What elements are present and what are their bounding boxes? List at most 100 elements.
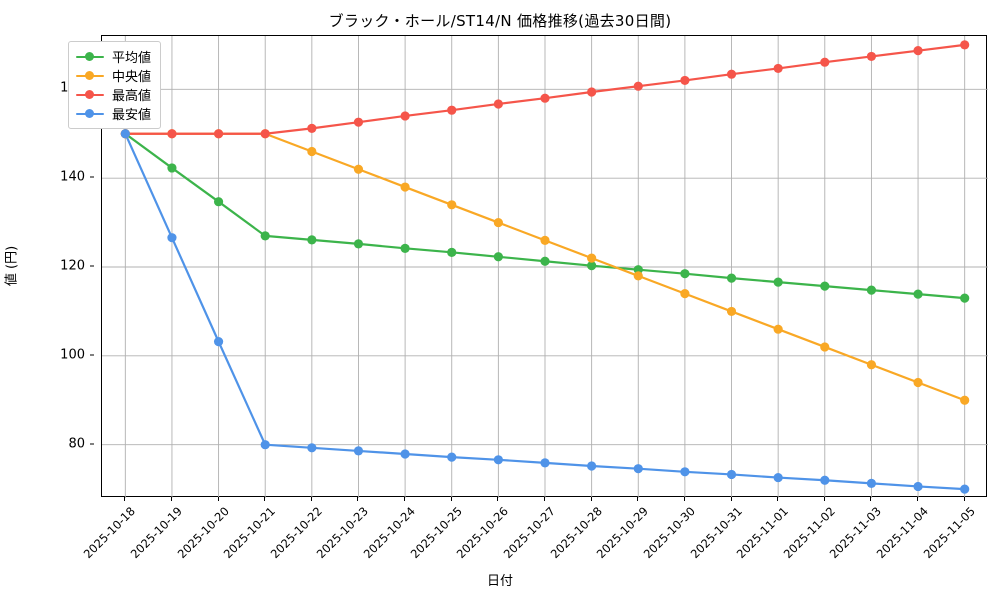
- y-tick-label: 120: [60, 258, 85, 274]
- data-point: [866, 478, 877, 488]
- x-tick-mark: [310, 497, 312, 501]
- data-point: [960, 395, 970, 405]
- data-point: [447, 200, 457, 210]
- data-point: [540, 93, 550, 103]
- data-point: [633, 271, 643, 281]
- data-point: [587, 461, 597, 471]
- data-point: [353, 117, 364, 127]
- x-tick-mark: [777, 497, 779, 501]
- plot-svg: [102, 36, 988, 498]
- data-point: [447, 247, 457, 257]
- data-point: [726, 273, 737, 283]
- legend-label: 最高値: [112, 89, 152, 104]
- data-point: [400, 449, 410, 459]
- data-point: [167, 129, 177, 139]
- x-tick-mark: [683, 497, 685, 501]
- data-point: [307, 443, 317, 453]
- data-point: [493, 252, 503, 262]
- data-point: [400, 111, 410, 121]
- data-point: [820, 475, 830, 485]
- data-point: [307, 235, 317, 245]
- x-tick-mark: [823, 497, 825, 501]
- y-tick-mark: [90, 443, 94, 445]
- data-point: [353, 164, 364, 174]
- data-point: [913, 289, 923, 299]
- data-point: [400, 182, 410, 192]
- legend-label: 中央値: [112, 70, 152, 85]
- x-tick-mark: [170, 497, 172, 501]
- y-tick-label: 100: [60, 347, 85, 363]
- data-point: [726, 306, 737, 317]
- legend-swatch-icon: [76, 107, 104, 121]
- legend-item[interactable]: 中央値: [76, 66, 151, 85]
- x-axis-ticks: 2025-10-18 2025-10-19 2025-10-20 2025-10-21…: [81, 497, 987, 567]
- data-point: [167, 233, 177, 243]
- data-point: [353, 446, 364, 456]
- legend-swatch-icon: [76, 50, 104, 64]
- data-point: [493, 455, 503, 465]
- data-point: [726, 469, 737, 480]
- data-point: [260, 440, 270, 450]
- y-tick-label: 140: [60, 169, 85, 185]
- y-axis-ticks: 80100120140160: [0, 35, 94, 497]
- data-point: [866, 285, 877, 295]
- chart-title: ブラック・ホール/ST14/N 価格推移(過去30日間): [328, 12, 672, 30]
- data-point: [540, 458, 550, 468]
- legend-item[interactable]: 最安値: [76, 104, 151, 123]
- data-point: [213, 129, 224, 139]
- x-axis-label: 日付: [486, 574, 513, 589]
- legend-item[interactable]: 平均値: [76, 47, 151, 66]
- data-point: [773, 324, 783, 334]
- data-point: [540, 235, 550, 245]
- data-point: [447, 452, 457, 462]
- x-tick-mark: [917, 497, 919, 501]
- x-tick-mark: [357, 497, 359, 501]
- data-point: [820, 342, 830, 352]
- y-tick-label: 80: [68, 436, 85, 452]
- data-point: [213, 197, 224, 207]
- data-point: [493, 99, 503, 109]
- legend-label: 平均値: [112, 51, 152, 66]
- data-point: [307, 123, 317, 133]
- data-point: [866, 51, 877, 62]
- legend-label: 最安値: [112, 108, 152, 123]
- y-tick-mark: [90, 176, 94, 178]
- data-point: [913, 481, 923, 492]
- legend-swatch-icon: [76, 88, 104, 102]
- x-tick-mark: [497, 497, 499, 501]
- data-point: [260, 231, 270, 241]
- data-point: [960, 484, 970, 494]
- data-point: [960, 293, 970, 303]
- data-point: [633, 81, 643, 91]
- data-point: [773, 63, 783, 74]
- data-point: [587, 253, 597, 263]
- data-point: [167, 163, 177, 173]
- data-point: [726, 69, 737, 79]
- data-point: [820, 281, 830, 291]
- x-tick-mark: [637, 497, 639, 501]
- x-tick-mark: [730, 497, 732, 501]
- data-point: [960, 40, 970, 50]
- data-point: [120, 129, 130, 139]
- data-point: [540, 256, 550, 266]
- chart-legend: 平均値中央値最高値最安値: [68, 41, 162, 129]
- data-point: [820, 57, 830, 67]
- data-point: [913, 377, 923, 388]
- gridlines: [102, 36, 988, 498]
- data-point: [680, 269, 690, 279]
- y-tick-mark: [90, 265, 94, 267]
- legend-item[interactable]: 最高値: [76, 85, 151, 104]
- data-point: [400, 243, 410, 253]
- series-layer: [120, 40, 970, 494]
- data-point: [260, 129, 270, 139]
- legend-swatch-icon: [76, 69, 104, 83]
- data-point: [447, 105, 457, 115]
- data-point: [773, 472, 783, 483]
- x-tick-mark: [590, 497, 592, 501]
- data-point: [353, 239, 364, 249]
- plot-area: [101, 35, 988, 498]
- x-tick-mark: [217, 497, 219, 501]
- data-point: [913, 46, 923, 56]
- data-point: [213, 337, 224, 347]
- x-tick-mark: [450, 497, 452, 501]
